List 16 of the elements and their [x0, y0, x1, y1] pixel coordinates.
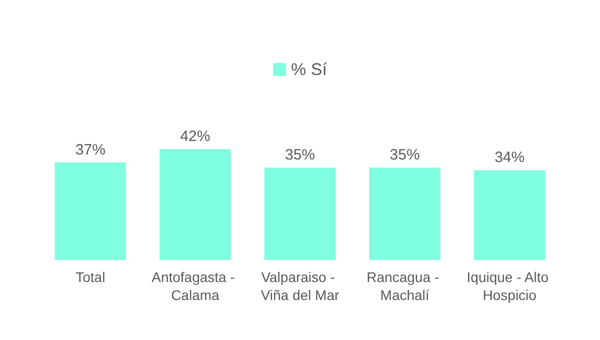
data-label: 37% [75, 141, 106, 158]
data-label: 35% [284, 146, 316, 164]
bar [264, 168, 336, 260]
bar [369, 168, 440, 260]
bar [160, 149, 231, 260]
bar [54, 162, 126, 260]
x-tick-label: Valparaiso - Viña del Mar [260, 269, 340, 303]
x-tick-label: Antofagasta - Calama [152, 269, 239, 303]
x-tick-label: Rancagua - Machalí [366, 269, 443, 303]
x-tick-label: Iquique - Alto Hospicio [466, 269, 552, 303]
data-label: 35% [390, 146, 420, 164]
bar [474, 170, 546, 260]
data-label: 42% [180, 128, 210, 146]
legend-label: % Sí [291, 60, 328, 79]
x-tick-label: Total [76, 269, 106, 285]
data-label: 34% [494, 149, 525, 166]
